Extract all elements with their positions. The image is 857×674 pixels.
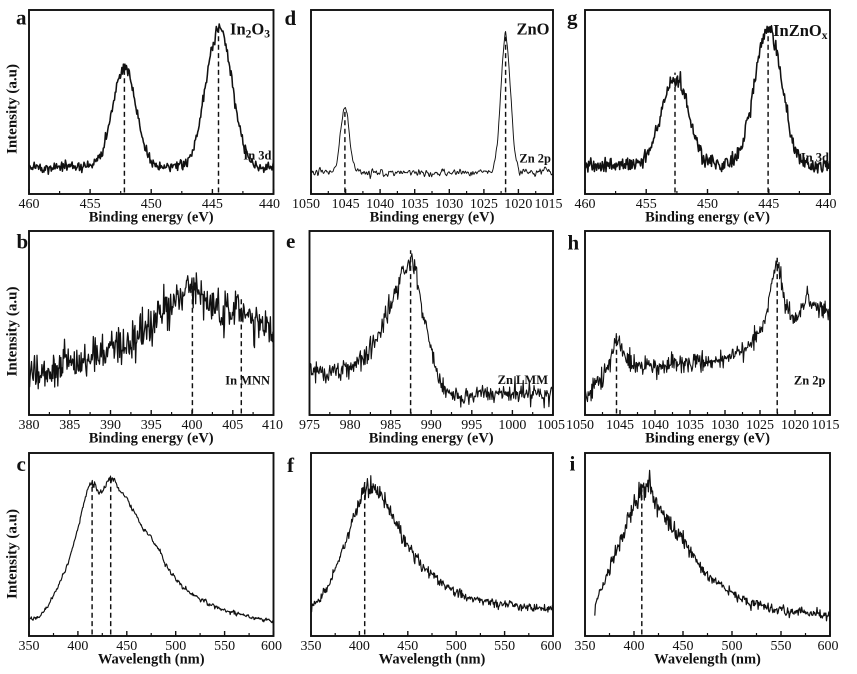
svg-text:460: 460 [19, 197, 40, 212]
svg-text:1050: 1050 [292, 197, 320, 212]
svg-text:1030: 1030 [711, 418, 739, 433]
svg-text:450: 450 [141, 197, 162, 212]
svg-text:In 3d: In 3d [243, 149, 271, 163]
svg-text:b: b [17, 230, 29, 254]
svg-text:Binding energy (eV): Binding energy (eV) [89, 431, 214, 447]
svg-text:395: 395 [141, 418, 162, 433]
svg-text:500: 500 [722, 639, 743, 654]
svg-text:1000: 1000 [498, 418, 526, 433]
svg-text:550: 550 [494, 639, 515, 654]
svg-text:Intensity (a.u): Intensity (a.u) [5, 64, 21, 154]
svg-text:1050: 1050 [566, 418, 594, 433]
svg-text:600: 600 [261, 639, 282, 654]
svg-text:990: 990 [421, 418, 442, 433]
svg-text:980: 980 [340, 418, 361, 433]
svg-text:450: 450 [116, 639, 137, 654]
svg-text:Zn 2p: Zn 2p [794, 374, 826, 388]
svg-text:400: 400 [67, 639, 88, 654]
svg-text:455: 455 [636, 197, 657, 212]
svg-text:1035: 1035 [401, 197, 429, 212]
svg-text:1040: 1040 [366, 197, 394, 212]
svg-text:450: 450 [673, 639, 694, 654]
svg-text:Wavelength (nm): Wavelength (nm) [654, 652, 761, 668]
svg-text:In 3d: In 3d [801, 151, 829, 165]
svg-text:1030: 1030 [435, 197, 463, 212]
svg-text:Wavelength (nm): Wavelength (nm) [379, 652, 486, 668]
svg-text:390: 390 [100, 418, 121, 433]
svg-text:ZnO: ZnO [516, 20, 549, 39]
svg-text:440: 440 [816, 197, 837, 212]
svg-text:1015: 1015 [812, 418, 840, 433]
svg-text:Binding energy (eV): Binding energy (eV) [645, 431, 770, 447]
svg-text:600: 600 [818, 639, 839, 654]
svg-text:405: 405 [222, 418, 243, 433]
svg-text:450: 450 [697, 197, 718, 212]
svg-text:d: d [285, 6, 297, 30]
svg-text:450: 450 [397, 639, 418, 654]
svg-text:1045: 1045 [606, 418, 634, 433]
svg-text:995: 995 [461, 418, 482, 433]
svg-text:600: 600 [541, 639, 562, 654]
svg-text:i: i [570, 452, 576, 476]
svg-text:1005: 1005 [537, 418, 565, 433]
svg-text:445: 445 [758, 197, 779, 212]
svg-text:500: 500 [165, 639, 186, 654]
svg-text:Binding energy (eV): Binding energy (eV) [645, 210, 770, 226]
svg-text:550: 550 [771, 639, 792, 654]
svg-text:400: 400 [624, 639, 645, 654]
svg-text:Binding energy (eV): Binding energy (eV) [89, 210, 214, 226]
svg-text:1035: 1035 [676, 418, 704, 433]
svg-text:400: 400 [349, 639, 370, 654]
svg-text:445: 445 [202, 197, 223, 212]
svg-text:a: a [16, 6, 27, 30]
svg-text:550: 550 [214, 639, 235, 654]
svg-text:385: 385 [59, 418, 80, 433]
svg-text:g: g [567, 6, 578, 30]
svg-text:c: c [17, 452, 26, 476]
svg-text:Zn LMM: Zn LMM [498, 373, 549, 387]
svg-text:1040: 1040 [641, 418, 669, 433]
svg-text:1045: 1045 [332, 197, 360, 212]
svg-text:400: 400 [182, 418, 203, 433]
svg-text:985: 985 [380, 418, 401, 433]
svg-text:In MNN: In MNN [225, 374, 270, 388]
svg-text:Intensity (a.u): Intensity (a.u) [5, 286, 21, 376]
svg-text:1015: 1015 [535, 197, 563, 212]
svg-text:350: 350 [19, 639, 40, 654]
svg-text:975: 975 [299, 418, 320, 433]
svg-text:350: 350 [301, 639, 322, 654]
svg-text:InZnOx: InZnOx [773, 21, 828, 42]
svg-text:e: e [286, 229, 295, 253]
svg-text:440: 440 [259, 197, 280, 212]
svg-text:1020: 1020 [781, 418, 809, 433]
svg-text:500: 500 [446, 639, 467, 654]
svg-text:1020: 1020 [504, 197, 532, 212]
svg-text:1025: 1025 [746, 418, 774, 433]
svg-text:Zn 2p: Zn 2p [519, 152, 551, 166]
svg-text:1025: 1025 [470, 197, 498, 212]
svg-text:In2O3: In2O3 [230, 20, 270, 41]
svg-text:Wavelength (nm): Wavelength (nm) [98, 652, 205, 668]
svg-text:460: 460 [575, 197, 596, 212]
svg-text:455: 455 [80, 197, 101, 212]
svg-text:h: h [568, 231, 580, 255]
svg-text:Binding energy (eV): Binding energy (eV) [370, 210, 495, 226]
svg-text:Intensity (a.u): Intensity (a.u) [5, 509, 21, 599]
svg-text:Binding energy (eV): Binding energy (eV) [369, 431, 494, 447]
svg-text:410: 410 [262, 418, 283, 433]
svg-text:f: f [287, 453, 295, 477]
svg-text:380: 380 [19, 418, 40, 433]
svg-text:350: 350 [575, 639, 596, 654]
